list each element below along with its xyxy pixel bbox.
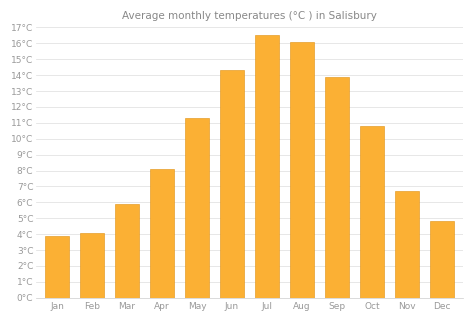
Bar bbox=[255, 35, 279, 298]
Bar bbox=[45, 236, 69, 298]
Bar bbox=[115, 204, 139, 298]
Bar bbox=[360, 126, 384, 298]
Bar bbox=[150, 169, 174, 298]
Title: Average monthly temperatures (°C ) in Salisbury: Average monthly temperatures (°C ) in Sa… bbox=[122, 11, 377, 21]
Bar bbox=[325, 77, 349, 298]
Bar bbox=[429, 222, 454, 298]
Bar bbox=[185, 118, 210, 298]
Bar bbox=[395, 191, 419, 298]
Bar bbox=[220, 71, 244, 298]
Bar bbox=[290, 42, 314, 298]
Bar bbox=[80, 232, 104, 298]
